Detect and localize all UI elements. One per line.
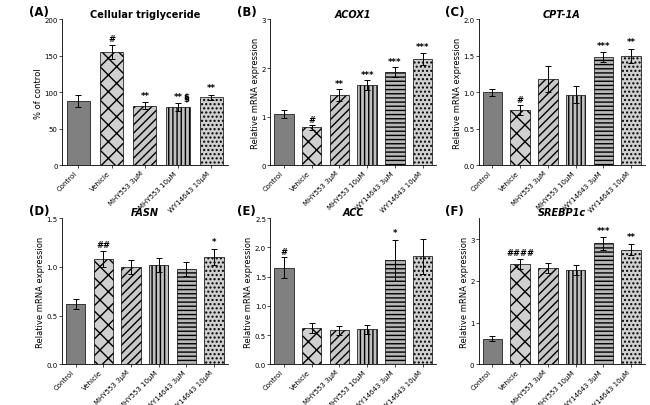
- Bar: [483, 339, 502, 364]
- Text: **: **: [174, 93, 183, 102]
- Bar: [166, 108, 190, 166]
- Text: *: *: [212, 238, 216, 247]
- Bar: [385, 261, 404, 364]
- Text: **: **: [207, 84, 216, 93]
- Bar: [200, 98, 223, 166]
- Bar: [538, 80, 558, 166]
- Text: (A): (A): [29, 6, 48, 19]
- Text: #: #: [281, 247, 287, 256]
- Bar: [593, 58, 613, 166]
- Text: **: **: [627, 38, 636, 47]
- Y-axis label: Relative mRNA expression: Relative mRNA expression: [251, 38, 260, 149]
- Text: ####: ####: [506, 248, 534, 257]
- Bar: [358, 86, 377, 166]
- Bar: [274, 268, 294, 364]
- Text: ***: ***: [597, 226, 610, 235]
- Text: (D): (D): [29, 204, 49, 217]
- Title: ACOX1: ACOX1: [335, 9, 372, 19]
- Y-axis label: Relative mRNA expression: Relative mRNA expression: [244, 236, 254, 347]
- Text: ***: ***: [416, 43, 429, 52]
- Title: Cellular triglyceride: Cellular triglyceride: [90, 9, 200, 19]
- Bar: [330, 96, 349, 166]
- Bar: [274, 115, 294, 166]
- Bar: [510, 264, 530, 364]
- Text: $: $: [183, 93, 189, 102]
- Y-axis label: % of control: % of control: [34, 68, 43, 118]
- Bar: [302, 328, 321, 364]
- Bar: [621, 57, 641, 166]
- Text: **: **: [140, 92, 150, 100]
- Bar: [302, 128, 321, 166]
- Text: ##: ##: [96, 241, 110, 250]
- Y-axis label: Relative mRNA expression: Relative mRNA expression: [453, 38, 461, 149]
- Text: (B): (B): [237, 6, 257, 19]
- Text: $: $: [183, 94, 189, 103]
- Text: **: **: [627, 232, 636, 241]
- Bar: [593, 244, 613, 364]
- Title: FASN: FASN: [131, 208, 159, 218]
- Title: ACC: ACC: [343, 208, 364, 218]
- Bar: [66, 304, 85, 364]
- Y-axis label: Relative mRNA expression: Relative mRNA expression: [36, 236, 45, 347]
- Bar: [133, 106, 157, 166]
- Bar: [566, 271, 585, 364]
- Text: #: #: [108, 35, 115, 44]
- Bar: [413, 257, 432, 364]
- Bar: [566, 95, 585, 166]
- Title: SREBP1c: SREBP1c: [538, 208, 586, 218]
- Text: (F): (F): [445, 204, 464, 217]
- Text: *: *: [393, 228, 397, 237]
- Bar: [94, 260, 113, 364]
- Text: LXR agonist: LXR agonist: [139, 245, 184, 254]
- Text: #: #: [517, 96, 524, 105]
- Text: LXR agonist: LXR agonist: [553, 245, 598, 254]
- Bar: [413, 60, 432, 166]
- Bar: [330, 330, 349, 364]
- Bar: [510, 111, 530, 166]
- Bar: [385, 73, 404, 166]
- Text: (C): (C): [445, 6, 465, 19]
- Bar: [122, 267, 140, 364]
- Bar: [538, 269, 558, 364]
- Text: LXR agonist: LXR agonist: [344, 245, 390, 254]
- Y-axis label: Relative mRNA expression: Relative mRNA expression: [460, 236, 469, 347]
- Bar: [177, 269, 196, 364]
- Bar: [67, 102, 90, 166]
- Bar: [483, 93, 502, 166]
- Bar: [621, 250, 641, 364]
- Bar: [204, 258, 224, 364]
- Text: #: #: [308, 116, 315, 125]
- Bar: [358, 330, 377, 364]
- Title: CPT-1A: CPT-1A: [543, 9, 580, 19]
- Bar: [149, 265, 168, 364]
- Text: (E): (E): [237, 204, 255, 217]
- Bar: [100, 53, 124, 166]
- Text: **: **: [335, 79, 344, 88]
- Text: ***: ***: [388, 58, 402, 66]
- Text: ***: ***: [360, 70, 374, 79]
- Text: ***: ***: [597, 42, 610, 51]
